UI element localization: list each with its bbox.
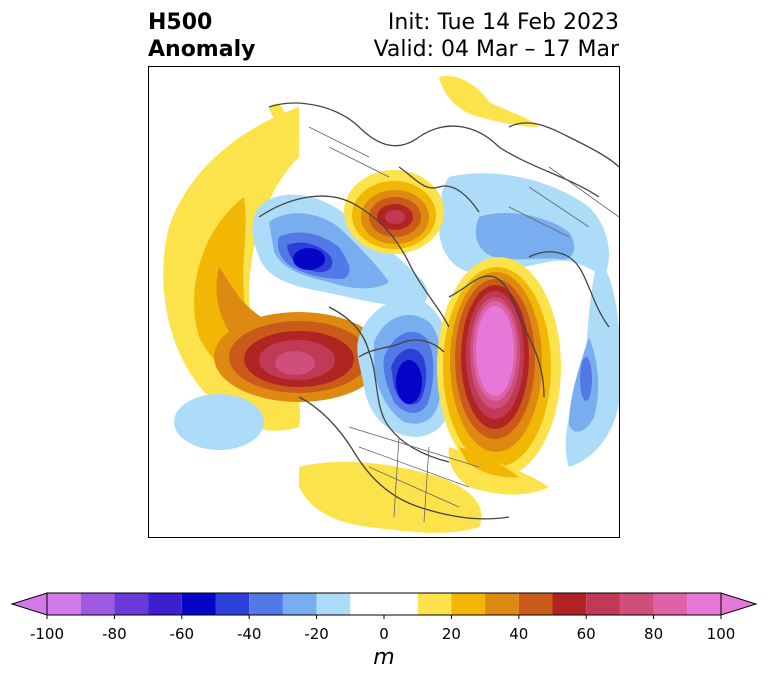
- borders: [308, 126, 619, 523]
- colorbar-extend-low: [10, 592, 48, 616]
- coastlines: [258, 102, 619, 520]
- colorbar-cells: [10, 592, 758, 616]
- colorbar-cell: [518, 593, 553, 615]
- colorbar-cell: [619, 593, 654, 615]
- colorbar-tick-label: 80: [644, 625, 663, 643]
- colorbar-cell: [215, 593, 250, 615]
- init-date: Init: Tue 14 Feb 2023: [387, 10, 619, 35]
- valid-range: Valid: 04 Mar – 17 Mar: [373, 37, 619, 62]
- colorbar-cell: [114, 593, 149, 615]
- colorbar-cell: [485, 593, 519, 615]
- colorbar-tick-label: 100: [707, 625, 736, 643]
- colorbar-cell: [47, 593, 81, 615]
- colorbar-ticks: -100 -80 -60 -40 -20 0 20 40 60 80 100: [30, 615, 735, 643]
- colorbar-tick-label: -60: [170, 625, 195, 643]
- colorbar-cell: [181, 593, 216, 615]
- colorbar-cell: [653, 593, 688, 615]
- anomaly-map: [148, 66, 620, 538]
- colorbar-tick-label: 40: [509, 625, 528, 643]
- anomaly-field: [163, 76, 619, 533]
- colorbar-tick-label: 0: [379, 625, 389, 643]
- colorbar-cell: [80, 593, 115, 615]
- colorbar-cell: [249, 593, 283, 615]
- colorbar-cell: [350, 593, 418, 615]
- colorbar-cell: [586, 593, 620, 615]
- colorbar-cell: [316, 593, 351, 615]
- map-dates: Init: Tue 14 Feb 2023 Valid: 04 Mar – 17…: [374, 9, 619, 63]
- colorbar-unit: m: [373, 645, 395, 670]
- colorbar-cell: [417, 593, 452, 615]
- colorbar: -100 -80 -60 -40 -20 0 20 40 60 80 100: [10, 592, 758, 643]
- colorbar-extend-high: [720, 592, 758, 616]
- colorbar-tick-label: 60: [577, 625, 596, 643]
- colorbar-cell: [687, 593, 721, 615]
- colorbar-cell: [451, 593, 486, 615]
- map-title: H500 Anomaly: [148, 9, 255, 63]
- colorbar-cell: [552, 593, 587, 615]
- colorbar-tick-label: -20: [304, 625, 329, 643]
- colorbar-tick-label: -100: [30, 625, 64, 643]
- colorbar-cell: [148, 593, 182, 615]
- colorbar-tick-label: 20: [442, 625, 461, 643]
- colorbar-cell: [282, 593, 317, 615]
- title-subtitle: Anomaly: [148, 37, 256, 62]
- colorbar-tick-label: -80: [102, 625, 127, 643]
- title-variable: H500: [148, 10, 213, 35]
- colorbar-tick-label: -40: [237, 625, 262, 643]
